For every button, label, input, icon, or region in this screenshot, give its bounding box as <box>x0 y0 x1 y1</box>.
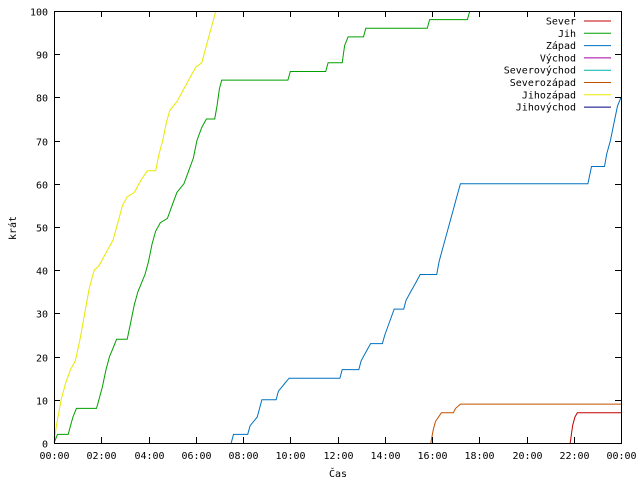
series-line-1 <box>53 10 471 444</box>
x-tick-label: 10:00 <box>275 451 305 462</box>
x-tick-label: 04:00 <box>134 451 164 462</box>
y-tick-label: 90 <box>36 51 48 62</box>
y-tick-label: 50 <box>36 224 48 235</box>
legend-label-2: Západ <box>546 40 576 52</box>
legend-label-3: Východ <box>540 52 576 64</box>
y-tick-label: 30 <box>36 310 48 321</box>
x-tick-label: 14:00 <box>370 451 400 462</box>
y-tick-label: 10 <box>36 397 48 408</box>
x-tick-label: 06:00 <box>181 451 211 462</box>
tick-layer: 0 10 20 30 40 50 60 70 80 90 100 00:00 02:00 04:00 06:… <box>30 8 637 463</box>
series-line-6 <box>53 10 217 444</box>
y-tick-label: 60 <box>36 181 48 192</box>
x-tick-label: 22:00 <box>559 451 589 462</box>
x-tick-label: 00:00 <box>39 451 69 462</box>
x-axis-title: Čas <box>329 467 347 480</box>
legend-label-0: Sever <box>546 17 576 28</box>
y-tick-label: 0 <box>42 440 48 451</box>
y-axis-title: krát <box>7 216 19 240</box>
x-tick-label: 02:00 <box>86 451 116 462</box>
y-tick-label: 80 <box>36 94 48 105</box>
y-tick-label: 40 <box>36 267 48 278</box>
series-layer <box>53 10 622 444</box>
y-tick-label: 70 <box>36 138 48 149</box>
x-tick-label: 16:00 <box>417 451 447 462</box>
series-line-2 <box>230 97 622 444</box>
x-tick-label: 08:00 <box>228 451 258 462</box>
y-tick-label: 20 <box>36 354 48 365</box>
legend-label-4: Severovýchod <box>504 65 576 77</box>
legend-label-5: Severozápad <box>510 77 576 89</box>
legend: SeverJihZápadVýchodSeverovýchodSeverozáp… <box>504 17 611 114</box>
legend-label-6: Jihozápad <box>522 89 576 101</box>
x-tick-label: 12:00 <box>323 451 353 462</box>
series-line-5 <box>430 403 621 444</box>
legend-label-1: Jih <box>558 29 576 40</box>
series-line-0 <box>569 412 621 444</box>
x-tick-label: 00:00 <box>606 451 636 462</box>
x-tick-label: 18:00 <box>464 451 494 462</box>
x-tick-label: 20:00 <box>512 451 542 462</box>
legend-label-7: Jihovýchod <box>516 102 576 114</box>
y-tick-label: 100 <box>30 8 48 19</box>
